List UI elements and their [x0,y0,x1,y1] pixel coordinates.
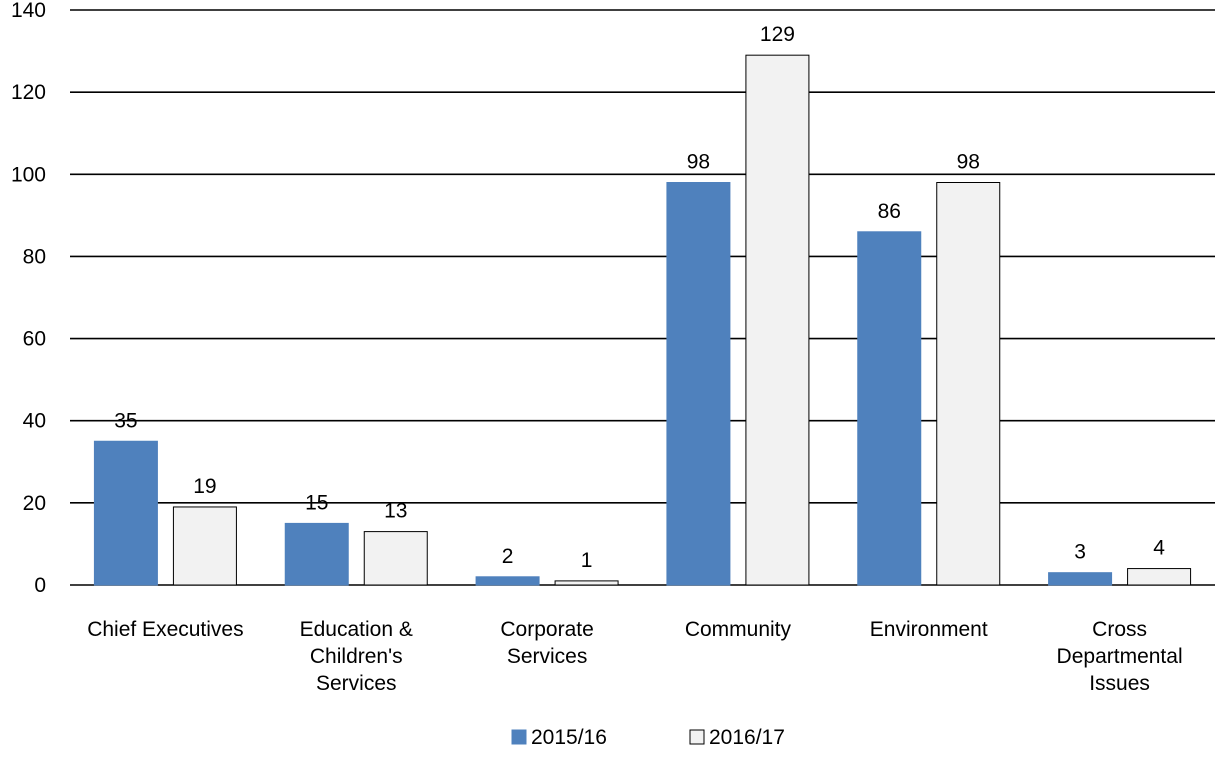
bar-2016-17-5 [1127,568,1192,586]
bar-2016-17-4 [936,182,1001,586]
legend-label: 2016/17 [709,726,785,749]
y-tick-label: 140 [11,0,46,22]
y-tick-label: 20 [23,492,46,515]
bar-2015-16-0 [93,440,158,586]
category-label: Cross Departmental Issues [1057,618,1183,695]
bar-2016-17-3 [745,54,810,586]
category-labels: Chief Executives Education & Children's Ser… [87,618,1182,695]
data-label: 2 [502,545,514,568]
data-label: 86 [878,200,901,223]
y-axis-tick-labels: 0 20 40 60 80 100 120 140 [11,0,46,597]
legend-swatch-2015-16 [511,729,527,745]
bar-2015-16-3 [666,182,731,586]
data-label: 15 [305,491,328,514]
bar-2016-17-2 [554,580,619,586]
category-label: Education & Children's Services [300,618,413,695]
y-tick-label: 40 [23,410,46,433]
legend-swatch-2016-17 [689,729,705,745]
legend: 2015/16 2016/17 [511,726,785,749]
data-label: 98 [687,151,710,174]
category-label: Environment [870,618,988,641]
bar-2015-16-5 [1048,572,1113,586]
data-label: 4 [1153,537,1165,560]
data-label: 3 [1074,541,1086,564]
y-tick-label: 120 [11,81,46,104]
gridlines [70,9,1215,586]
data-label: 1 [581,549,593,572]
data-label: 19 [193,475,216,498]
bar-2015-16-2 [475,576,540,586]
category-label: Chief Executives [87,618,243,641]
bar-2015-16-1 [284,522,349,586]
bars [93,54,1192,586]
bar-2016-17-1 [363,531,428,586]
bar-2016-17-0 [172,506,237,586]
data-label: 35 [114,409,137,432]
data-label: 13 [384,500,407,523]
bar-2015-16-4 [857,231,922,586]
y-tick-label: 100 [11,163,46,186]
legend-label: 2015/16 [531,726,607,749]
data-labels: 35 19 15 13 2 1 98 129 86 98 3 4 [114,23,1165,572]
data-label: 98 [957,151,980,174]
y-tick-label: 60 [23,328,46,351]
y-tick-label: 0 [34,574,46,597]
y-tick-label: 80 [23,245,46,268]
category-label: Corporate Services [500,618,593,668]
category-label: Community [685,618,792,641]
data-label: 129 [760,23,795,46]
